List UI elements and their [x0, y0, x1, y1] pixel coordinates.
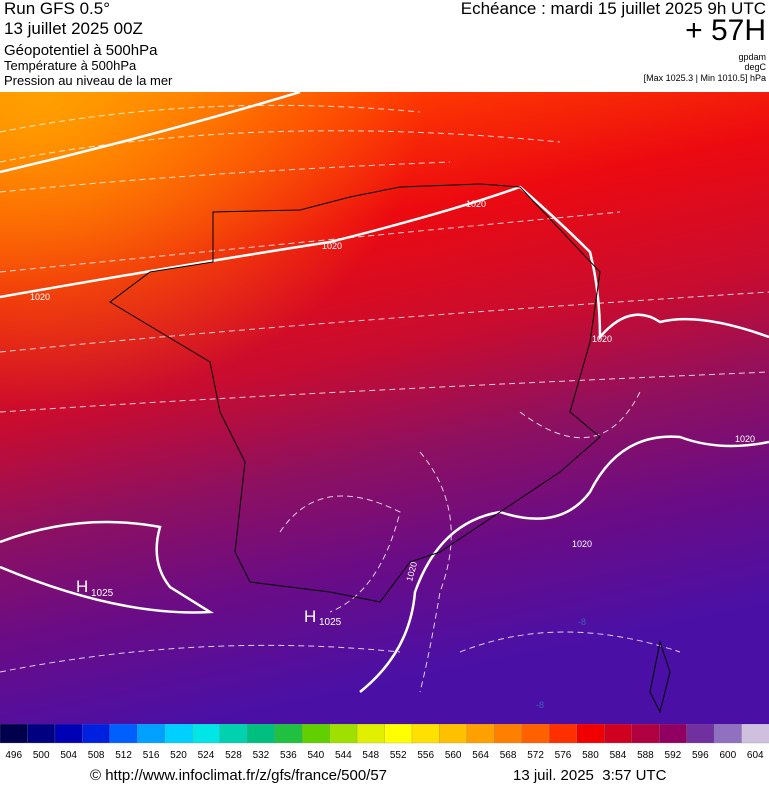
colorbar-label: 512: [115, 750, 132, 761]
high-symbol: H: [76, 577, 88, 596]
lead-time: + 57H: [685, 14, 766, 47]
colorbar-label: 560: [445, 750, 462, 761]
colorbar-swatch: [604, 724, 633, 744]
isobar-label: 1020: [572, 539, 592, 549]
colorbar-swatch: [82, 724, 111, 744]
colorbar-swatch: [247, 724, 276, 744]
field: Pression au niveau de la mer: [4, 73, 173, 88]
isobar-label: 1020: [322, 241, 342, 251]
colorbar-swatch: [219, 724, 248, 744]
colorbar-label: 576: [555, 750, 572, 761]
unit: degC: [744, 62, 766, 72]
colorbar-label: 540: [307, 750, 324, 761]
source-url: © http://www.infoclimat.fr/z/gfs/france/…: [90, 767, 388, 784]
colorbar-swatch: [521, 724, 550, 744]
colorbar-label: 596: [692, 750, 709, 761]
colorbar-label: 592: [665, 750, 682, 761]
colorbar-swatch: [109, 724, 138, 744]
colorbar-swatch: [356, 724, 386, 744]
colorbar-label: 588: [637, 750, 654, 761]
colorbar-label: 552: [390, 750, 407, 761]
colorbar-swatch: [713, 724, 743, 744]
isobar-label: 1020: [466, 199, 486, 209]
temp-label: -8: [578, 617, 586, 627]
colorbar-label: 528: [225, 750, 242, 761]
high-value: 1025: [91, 588, 114, 599]
colorbar-label: 520: [170, 750, 187, 761]
colorbar-label: 516: [143, 750, 160, 761]
colorbar-label: 548: [362, 750, 379, 761]
echeance: Echéance : mardi 15 juillet 2025 9h UTC: [460, 0, 766, 18]
colorbar-swatch: [631, 724, 660, 744]
field: Température à 500hPa: [4, 58, 137, 73]
high-value: 1025: [319, 617, 342, 628]
colorbar-label: 496: [5, 750, 22, 761]
colorbar-swatch: [658, 724, 688, 744]
colorbar-swatch: [329, 724, 358, 744]
colorbar-swatch: [137, 724, 166, 744]
colorbar-label: 544: [335, 750, 352, 761]
run-date: 13 juillet 2025 00Z: [4, 19, 143, 38]
field: Géopotentiel à 500hPa: [4, 42, 158, 59]
colorbar-label: 532: [253, 750, 270, 761]
isobar-label: 1020: [735, 434, 755, 444]
colorbar-swatch: [741, 724, 769, 744]
colorbar-label: 584: [610, 750, 627, 761]
colorbar-swatch: [686, 724, 715, 744]
isobar-label: 1020: [30, 292, 50, 302]
colorbar-swatch: [301, 724, 331, 744]
colorbar-label: 580: [582, 750, 599, 761]
colorbar-swatch: [0, 724, 29, 744]
colorbar-swatch: [27, 724, 56, 744]
colorbar-swatch: [192, 724, 221, 744]
colorbar-label: 508: [88, 750, 105, 761]
colorbar-swatch: [274, 724, 303, 744]
colorbar-label: 500: [33, 750, 50, 761]
colorbar-label: 524: [198, 750, 215, 761]
colorbar-label: 572: [527, 750, 544, 761]
colorbar-label: 556: [417, 750, 434, 761]
colorbar-swatch: [54, 724, 84, 744]
colorbar-swatch: [549, 724, 578, 744]
colorbar-swatch: [164, 724, 193, 744]
map: 1020 1020 1020 1020 1020 1020 1020 H 102…: [0, 92, 769, 724]
colorbar-swatch: [411, 724, 441, 744]
run: Run GFS 0.5°: [4, 0, 111, 18]
colorbar-label: 604: [747, 750, 764, 761]
high-symbol: H: [304, 607, 316, 626]
colorbar-label: 564: [472, 750, 489, 761]
temp-label: -8: [536, 700, 544, 710]
isobar-label: 1020: [592, 334, 612, 344]
colorbar-swatch: [466, 724, 496, 744]
colorbar: 496 500 504 508 512 516 520 524 528 532 536 540 544 5…: [0, 724, 769, 761]
colorbar-swatch: [384, 724, 413, 744]
colorbar-label: 536: [280, 750, 297, 761]
colorbar-label: 568: [500, 750, 517, 761]
colorbar-label: 600: [719, 750, 736, 761]
colorbar-label: 504: [60, 750, 77, 761]
colorbar-swatch: [439, 724, 468, 744]
colorbar-swatch: [494, 724, 523, 744]
min-max: [Max 1025.3 | Min 1010.5] hPa: [643, 73, 766, 83]
colorbar-swatch: [576, 724, 605, 744]
timestamp: 13 juil. 2025 3:57 UTC: [513, 767, 667, 784]
unit: gpdam: [738, 52, 766, 62]
